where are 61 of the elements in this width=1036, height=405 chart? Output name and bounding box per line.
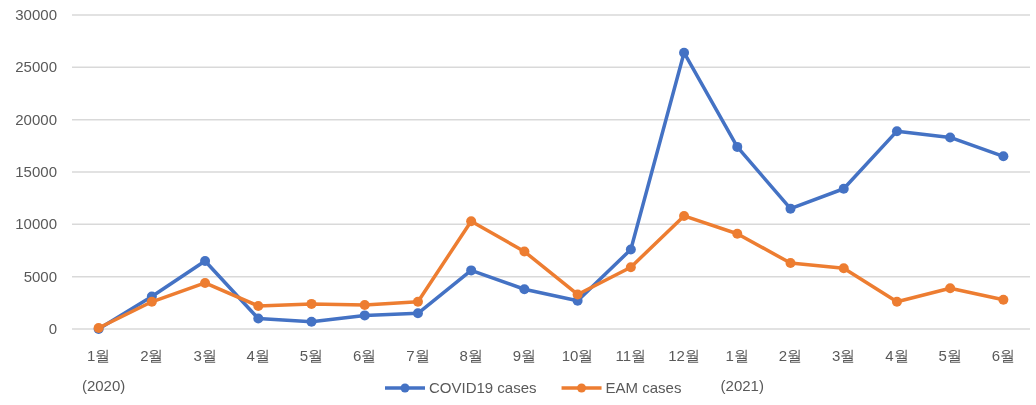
x-tick-label: 7월 xyxy=(406,347,430,364)
point xyxy=(998,151,1009,162)
point xyxy=(412,296,423,307)
point xyxy=(253,300,264,311)
x-tick-label: 1월 xyxy=(725,347,749,364)
point xyxy=(306,298,317,309)
point xyxy=(625,262,636,273)
x-tick-label: 8월 xyxy=(459,347,483,364)
x-tick-label: 4월 xyxy=(885,347,909,364)
point xyxy=(891,126,902,137)
y-tick-label: 10000 xyxy=(15,215,57,233)
x-tick-label: 10월 xyxy=(561,347,594,364)
x-tick-label: 5월 xyxy=(299,347,324,364)
y-tick-label: 5000 xyxy=(23,267,57,285)
x-tick-label: 4월 xyxy=(246,347,270,364)
point xyxy=(679,210,690,221)
x-tick-label: 3월 xyxy=(832,347,856,364)
point xyxy=(732,228,743,239)
x-tick-label: 11월 xyxy=(615,347,647,364)
point xyxy=(412,308,423,319)
point xyxy=(679,47,690,58)
x-tick-label: 2월 xyxy=(140,347,164,364)
point xyxy=(253,313,264,324)
point xyxy=(200,255,211,266)
legend-label: COVID19 cases xyxy=(429,379,537,396)
point xyxy=(732,141,743,152)
point xyxy=(519,246,530,257)
point xyxy=(945,283,956,294)
point xyxy=(146,296,157,307)
x-tick-label: 9월 xyxy=(512,347,537,364)
x-tick-label: 5월 xyxy=(938,347,962,364)
point xyxy=(359,299,370,310)
point xyxy=(785,203,796,214)
point xyxy=(891,296,902,307)
y-tick-label: 0 xyxy=(48,320,57,337)
x-tick-label: 1월 xyxy=(86,347,111,364)
point xyxy=(838,263,849,274)
y-tick-label: 30000 xyxy=(15,6,57,23)
point xyxy=(625,244,636,255)
point xyxy=(572,289,583,300)
legend-label: EAM cases xyxy=(605,379,682,396)
y-tick-label: 15000 xyxy=(15,163,57,180)
point xyxy=(785,258,796,269)
point xyxy=(466,265,477,276)
x-tick-label: 12월 xyxy=(668,347,700,364)
point xyxy=(998,294,1009,305)
point xyxy=(306,316,317,327)
point xyxy=(359,310,370,321)
point xyxy=(200,277,211,288)
x-tick-label: 2월 xyxy=(778,347,803,364)
x-tick-label: 3월 xyxy=(193,347,217,364)
point xyxy=(519,284,530,295)
x-tick-label: 6월 xyxy=(991,347,1016,364)
point xyxy=(838,183,849,194)
text: (2020) xyxy=(81,377,126,394)
point xyxy=(466,216,477,227)
y-tick-label: 25000 xyxy=(15,58,57,76)
point xyxy=(945,132,956,143)
y-tick-label: 20000 xyxy=(15,110,57,128)
text: (2021) xyxy=(720,377,764,394)
x-tick-label: 6월 xyxy=(353,347,377,364)
